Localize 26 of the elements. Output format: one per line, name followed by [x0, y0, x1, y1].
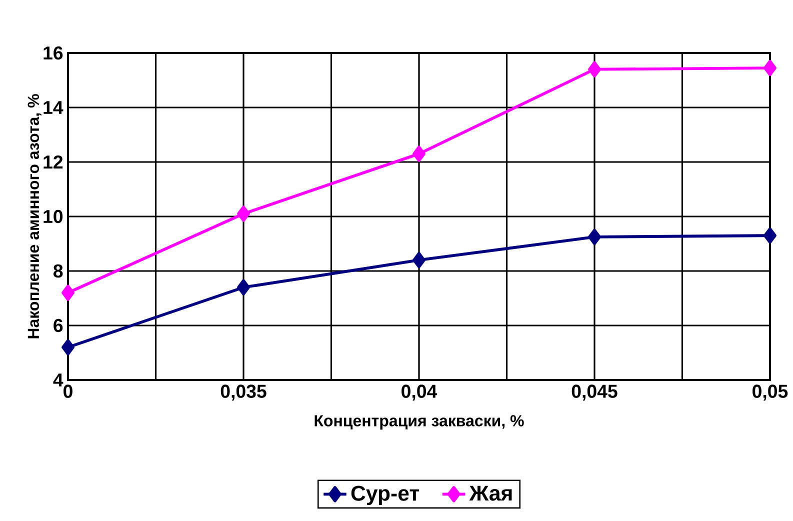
- x-tick-label: 0,05: [752, 384, 788, 401]
- y-tick-label: 12: [44, 155, 63, 169]
- x-axis-title: Концентрация закваски, %: [314, 415, 524, 430]
- point: [62, 339, 74, 356]
- x-tick-label: 0: [64, 384, 72, 398]
- x-tick-label: 0,04: [402, 384, 438, 401]
- point: [412, 146, 426, 162]
- legend-label: Сур-ет: [351, 486, 420, 506]
- point: [588, 61, 601, 78]
- y-tick-label: 6: [54, 318, 63, 332]
- point: [412, 252, 426, 268]
- y-tick-label: 8: [54, 264, 63, 278]
- y-tick-label: 10: [44, 210, 63, 224]
- y-tick-label: 14: [44, 101, 64, 114]
- y-axis-title: Накопление аминного азота, %: [28, 94, 42, 338]
- point: [237, 279, 250, 296]
- point: [62, 284, 74, 301]
- point: [764, 60, 776, 76]
- y-tick-label: 16: [44, 46, 63, 60]
- x-tick-label: 0,045: [572, 384, 618, 401]
- legend-label: Жая: [469, 486, 512, 501]
- point: [588, 228, 601, 246]
- point: [764, 227, 776, 244]
- point: [237, 206, 250, 222]
- y-tick-label: 4: [53, 374, 64, 386]
- x-tick-label: 0,035: [220, 384, 266, 401]
